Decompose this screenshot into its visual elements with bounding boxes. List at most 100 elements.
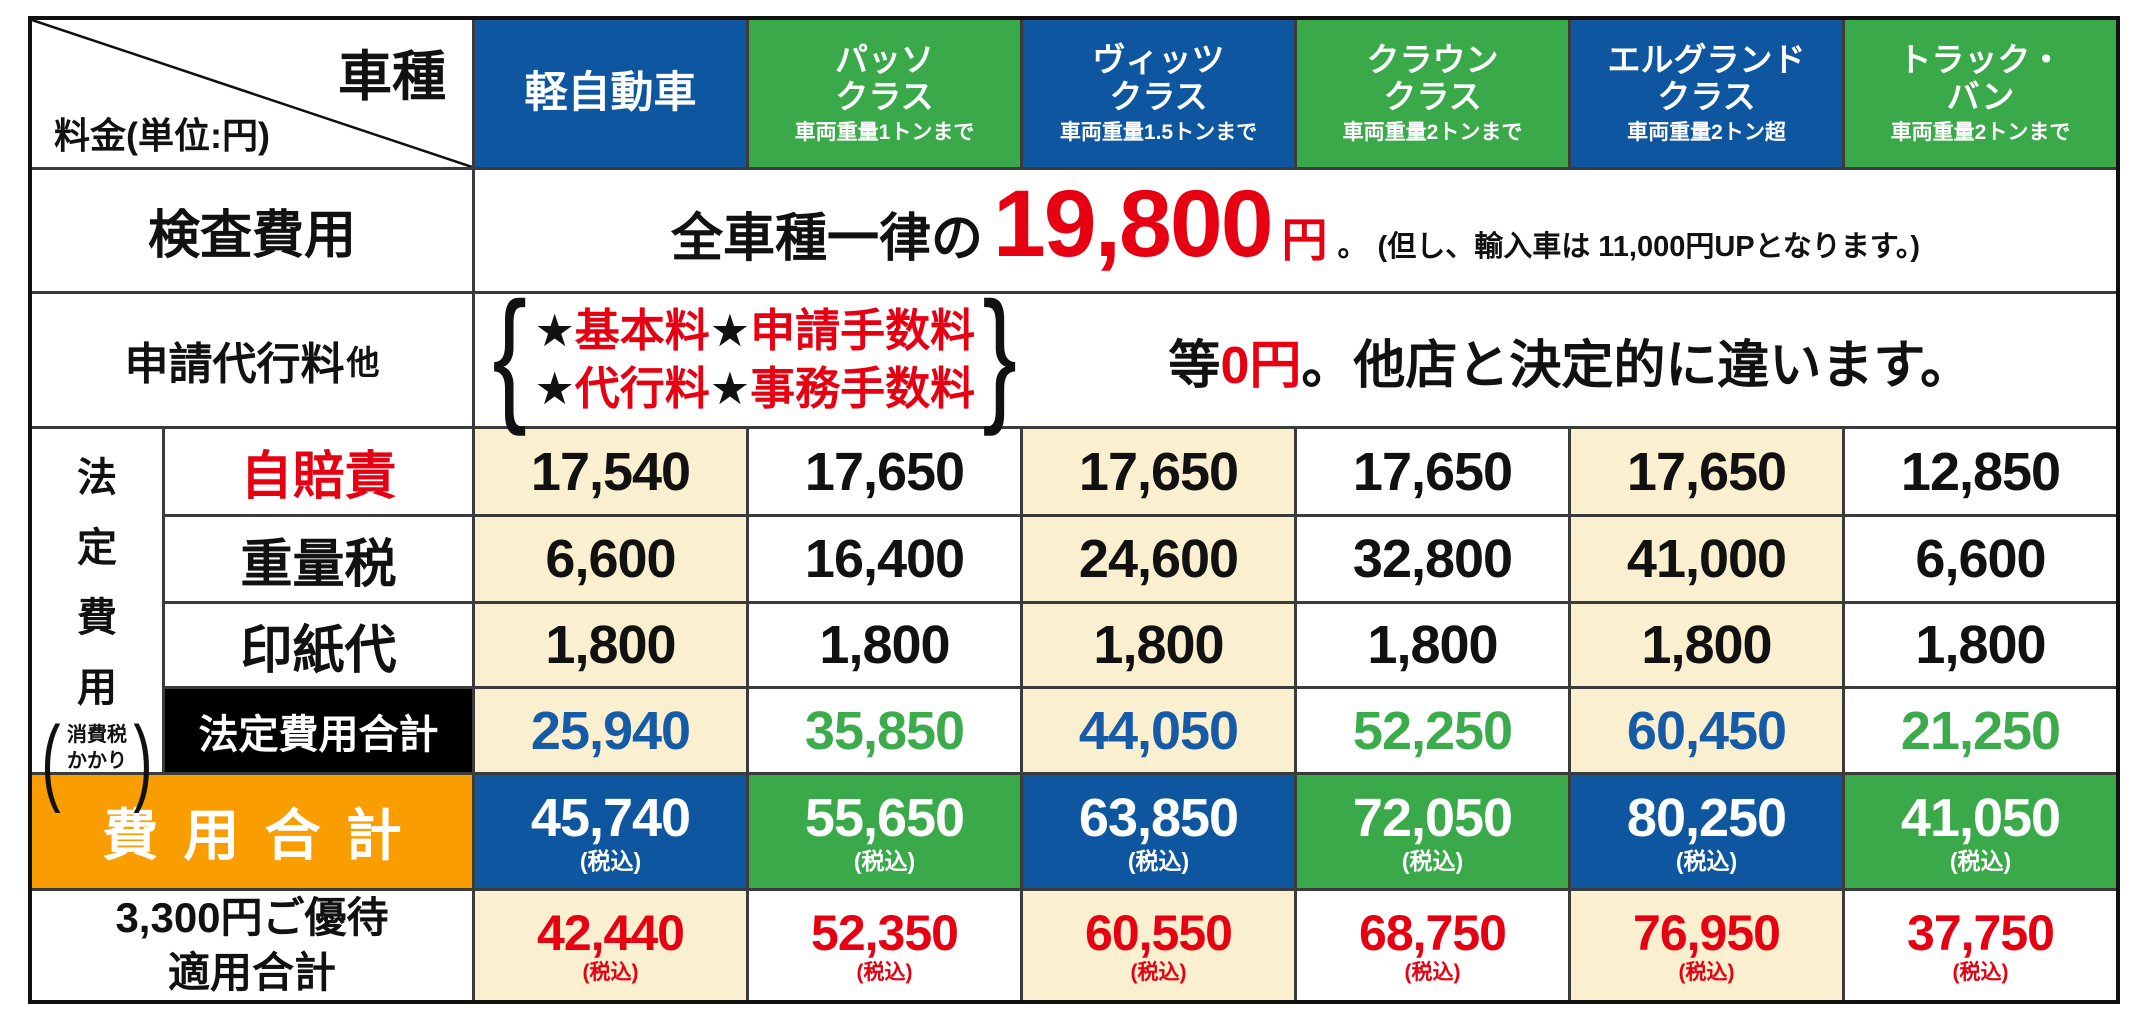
agency-fee-label-main: 申請代行料 <box>124 340 345 389</box>
jibaiseki-value-elgrand: 17,650 <box>1571 429 1842 514</box>
column-header-name: パッソ <box>835 41 934 79</box>
tax-note-line: かかり <box>67 750 127 772</box>
value-text: 17,650 <box>804 441 965 502</box>
tax-included-note: (税込) <box>1952 960 2009 984</box>
weight-tax-value-elgrand: 41,000 <box>1571 517 1842 601</box>
legal-subtotal-value-elgrand: 60,450 <box>1571 689 1842 772</box>
inspection-amount: 19,800 <box>992 171 1274 277</box>
value-text: 41,000 <box>1626 529 1787 589</box>
agency-item-agency-fee: 代行料 <box>574 363 710 414</box>
value-text: 42,440 <box>537 905 685 962</box>
value-text: 45,740 <box>530 787 691 848</box>
value-text: 52,350 <box>811 905 959 962</box>
tax-included-note: (税込) <box>582 960 639 984</box>
value-text: 35,850 <box>804 700 965 761</box>
agency-zero-yen-statement: 等0円。他店と決定的に違います。 <box>1025 323 2116 398</box>
right-paren: ) <box>133 707 153 814</box>
column-header-subtitle: 車両重量1トンまで <box>794 121 975 145</box>
price-table: 車種 料金(単位:円) 軽自動車 パッソ クラス 車両重量1トンまで ヴィッツ … <box>28 16 2120 1004</box>
tax-included-note: (税込) <box>1404 960 1461 984</box>
value-text: 32,800 <box>1352 529 1513 589</box>
tax-included-note: (税込) <box>1127 848 1190 875</box>
weight-tax-value-vitz: 24,600 <box>1023 517 1294 601</box>
value-text: 1,800 <box>1093 615 1224 675</box>
tax-included-note: (税込) <box>1401 848 1464 875</box>
grand-total-value-vitz: 63,850 (税込) <box>1023 775 1294 888</box>
value-text: 72,050 <box>1352 787 1513 848</box>
stamp-fee-value-passo: 1,800 <box>749 604 1020 686</box>
value-text: 17,650 <box>1352 441 1513 502</box>
value-text: 1,800 <box>1367 615 1498 675</box>
column-header-name-line2: クラス <box>835 78 934 116</box>
legal-char: 定 <box>77 526 117 570</box>
column-header-name: クラウン <box>1366 41 1499 79</box>
jibaiseki-value-truck: 12,850 <box>1845 429 2116 514</box>
grand-total-value-crown: 72,050 (税込) <box>1297 775 1568 888</box>
discount-total-value-elgrand: 76,950 (税込) <box>1571 891 1842 1001</box>
weight-tax-value-kei: 6,600 <box>475 517 746 601</box>
value-text: 44,050 <box>1078 700 1239 761</box>
value-text: 1,800 <box>819 615 950 675</box>
legal-fees-group-label: 法 定 費 用 ( 消費税 かかり ません ) <box>32 429 162 809</box>
star-icon: ★ <box>534 363 575 414</box>
agency-fee-items: ★基本料★申請手数料 ★代行料★事務手数料 <box>534 302 975 419</box>
jibaiseki-value-vitz: 17,650 <box>1023 429 1294 514</box>
discount-label-line2: 適用合計 <box>167 948 336 996</box>
legal-char: 費 <box>77 596 117 640</box>
agency-fee-content: { ★基本料★申請手数料 ★代行料★事務手数料 } 等0円。他店と決定的に違いま… <box>475 281 2116 429</box>
vehicle-type-label: 車種 <box>338 47 446 107</box>
column-header-name: 軽自動車 <box>524 69 697 118</box>
column-header-name: エルグランド <box>1607 41 1806 79</box>
jibaiseki-value-crown: 17,650 <box>1297 429 1568 514</box>
value-text: 6,600 <box>545 529 676 589</box>
row-label-jibaiseki: 自賠責 <box>165 429 472 514</box>
right-brace: } <box>982 272 1018 437</box>
value-text: 1,800 <box>1641 615 1772 675</box>
value-text: 60,450 <box>1626 700 1787 761</box>
agency-item-clerical-fee: 事務手数料 <box>750 363 976 414</box>
value-text: 24,600 <box>1078 529 1239 589</box>
star-icon: ★ <box>709 363 751 414</box>
column-header-subtitle: 車両重量2トン超 <box>1627 121 1786 145</box>
inspection-period: 。 <box>1337 230 1368 263</box>
tax-included-note: (税込) <box>1675 848 1738 875</box>
inspection-fee-label-text: 検査費用 <box>147 207 356 265</box>
tax-included-note: (税込) <box>1130 960 1187 984</box>
column-header-kei-jidosha: 軽自動車 <box>475 20 746 167</box>
value-text: 21,250 <box>1900 700 2061 761</box>
agency-fee-label: 申請代行料 他 <box>32 294 472 426</box>
star-icon: ★ <box>534 304 575 356</box>
left-brace: { <box>492 272 528 437</box>
agency-fee-items-line1: ★基本料★申請手数料 <box>534 302 975 361</box>
inspection-note: (但し、輸入車は 11,000円UPとなります。) <box>1377 231 1921 263</box>
column-header-name-line2: クラス <box>1657 78 1756 116</box>
tax-included-note: (税込) <box>579 848 642 875</box>
discount-total-value-passo: 52,350 (税込) <box>749 891 1020 1001</box>
legal-subtotal-value-passo: 35,850 <box>749 689 1020 772</box>
column-header-name-line2: クラス <box>1383 78 1482 116</box>
tax-included-note: (税込) <box>853 848 916 875</box>
weight-tax-value-crown: 32,800 <box>1297 517 1568 601</box>
value-text: 41,050 <box>1900 787 2061 848</box>
jibaiseki-value-passo: 17,650 <box>749 429 1020 514</box>
stamp-fee-value-truck: 1,800 <box>1845 604 2116 686</box>
grand-total-value-passo: 55,650 (税込) <box>749 775 1020 888</box>
value-text: 1,800 <box>545 615 676 675</box>
fee-unit-label: 料金(単位:円) <box>54 115 270 156</box>
value-text: 80,250 <box>1626 787 1787 848</box>
column-header-truck-van: トラック・ バン 車両重量2トンまで <box>1845 20 2116 167</box>
legal-subtotal-value-kei: 25,940 <box>475 689 746 772</box>
discount-total-value-kei: 42,440 (税込) <box>475 891 746 1001</box>
value-text: 12,850 <box>1900 441 2061 502</box>
legal-char: 法 <box>77 456 117 500</box>
weight-tax-value-truck: 6,600 <box>1845 517 2116 601</box>
column-header-passo-class: パッソ クラス 車両重量1トンまで <box>749 20 1020 167</box>
grand-total-value-elgrand: 80,250 (税込) <box>1571 775 1842 888</box>
value-text: 60,550 <box>1085 905 1233 962</box>
row-label-grand-total-text: 費用合計 <box>102 804 427 867</box>
diagonal-line <box>32 20 472 167</box>
row-label-jibaiseki-text: 自賠責 <box>240 448 397 506</box>
value-text: 17,650 <box>1626 441 1787 502</box>
jibaiseki-value-kei: 17,540 <box>475 429 746 514</box>
discount-label-line1: 3,300円ご優待 <box>115 894 389 941</box>
